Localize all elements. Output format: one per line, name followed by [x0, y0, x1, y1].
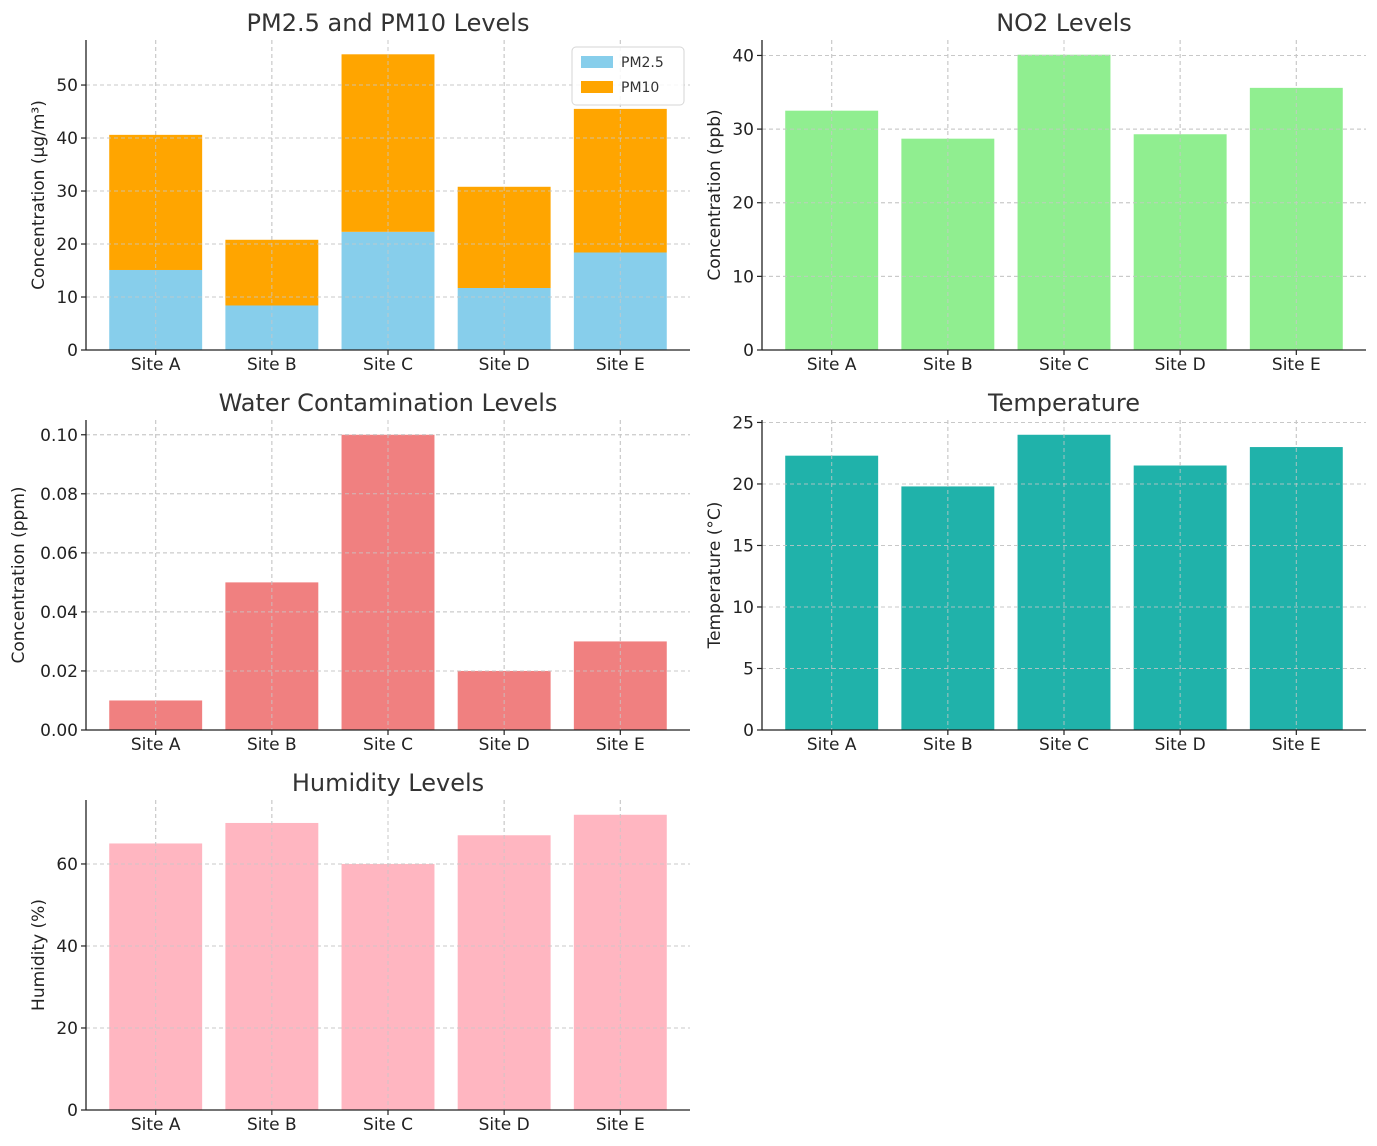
- chart-humidity: Humidity Levels Humidity (%) 0 20 40 60 Site…: [29, 769, 690, 1135]
- x-tick-label: Site A: [131, 355, 181, 375]
- x-tick-label: Site D: [1155, 355, 1206, 375]
- y-axis-label: Humidity (%): [29, 899, 49, 1011]
- x-tick-label: Site D: [479, 355, 530, 375]
- x-tick-label: Site C: [363, 355, 413, 375]
- chart-pm-levels: PM2.5 and PM10 Levels Concentration (µg/…: [29, 9, 690, 375]
- y-tick-label: 25: [732, 413, 754, 433]
- y-tick-label: 0.04: [40, 603, 78, 623]
- chart-temperature: Temperature Temperature (°C) 0 5 10 15 20 25 S…: [705, 389, 1366, 755]
- x-tick-label: Site C: [363, 1115, 413, 1135]
- y-tick-label: 10: [732, 598, 754, 618]
- chart-no2-levels: NO2 Levels Concentration (ppb) 0 10 20 30 40…: [705, 9, 1366, 375]
- y-tick-label: 5: [743, 659, 754, 679]
- x-tick-label: Site C: [1039, 355, 1089, 375]
- x-tick-label: Site A: [807, 735, 857, 755]
- y-tick-label: 60: [56, 855, 78, 875]
- x-tick-label: Site E: [596, 1115, 645, 1135]
- y-tick-label: 0.06: [40, 544, 78, 564]
- y-tick-label: 20: [732, 475, 754, 495]
- y-tick-label: 0: [743, 341, 754, 361]
- chart-title: Humidity Levels: [292, 769, 484, 797]
- y-tick-label: 20: [56, 235, 78, 255]
- y-tick-label: 10: [732, 267, 754, 287]
- bar: [457, 288, 551, 350]
- legend-label: PM2.5: [621, 55, 664, 71]
- y-tick-label: 0.08: [40, 485, 78, 505]
- chart-water-contamination: Water Contamination Levels Concentration…: [9, 389, 690, 755]
- y-axis-label: Concentration (ppm): [9, 486, 29, 663]
- y-tick-label: 20: [732, 194, 754, 214]
- y-tick-label: 0: [67, 341, 78, 361]
- bar: [341, 231, 435, 350]
- y-tick-label: 30: [732, 120, 754, 140]
- x-tick-label: Site A: [807, 355, 857, 375]
- x-tick-label: Site E: [1272, 735, 1321, 755]
- y-tick-label: 0.10: [40, 426, 78, 446]
- y-tick-label: 0: [743, 721, 754, 741]
- y-tick-label: 15: [732, 536, 754, 556]
- x-tick-label: Site D: [479, 1115, 530, 1135]
- x-tick-label: Site C: [1039, 735, 1089, 755]
- legend-swatch: [581, 56, 613, 68]
- y-tick-label: 0.00: [40, 721, 78, 741]
- x-tick-label: Site B: [247, 735, 297, 755]
- bar: [457, 835, 551, 1110]
- x-tick-label: Site E: [1272, 355, 1321, 375]
- y-tick-label: 20: [56, 1019, 78, 1039]
- x-tick-label: Site A: [131, 1115, 181, 1135]
- x-tick-label: Site B: [923, 355, 973, 375]
- x-tick-label: Site C: [363, 735, 413, 755]
- x-tick-label: Site D: [479, 735, 530, 755]
- legend-swatch: [581, 81, 613, 93]
- y-tick-label: 0.02: [40, 662, 78, 682]
- x-tick-label: Site E: [596, 355, 645, 375]
- y-tick-label: 50: [56, 76, 78, 96]
- y-tick-label: 40: [56, 937, 78, 957]
- y-tick-label: 30: [56, 182, 78, 202]
- y-tick-label: 40: [56, 129, 78, 149]
- x-tick-label: Site B: [247, 355, 297, 375]
- y-axis-label: Concentration (ppb): [705, 109, 725, 280]
- chart-title: Water Contamination Levels: [219, 389, 558, 417]
- x-tick-label: Site B: [247, 1115, 297, 1135]
- bar: [785, 455, 879, 730]
- x-tick-label: Site E: [596, 735, 645, 755]
- y-axis-label: Temperature (°C): [705, 502, 725, 650]
- chart-title: PM2.5 and PM10 Levels: [247, 9, 530, 37]
- bar: [341, 54, 435, 232]
- legend-label: PM10: [621, 80, 659, 96]
- chart-title: NO2 Levels: [996, 9, 1132, 37]
- bar: [225, 582, 319, 730]
- y-tick-label: 40: [732, 46, 754, 66]
- x-tick-label: Site A: [131, 735, 181, 755]
- y-tick-label: 0: [67, 1101, 78, 1121]
- x-tick-label: Site D: [1155, 735, 1206, 755]
- chart-title: Temperature: [987, 389, 1140, 417]
- y-tick-label: 10: [56, 288, 78, 308]
- x-tick-label: Site B: [923, 735, 973, 755]
- y-axis-label: Concentration (µg/m³): [29, 100, 49, 290]
